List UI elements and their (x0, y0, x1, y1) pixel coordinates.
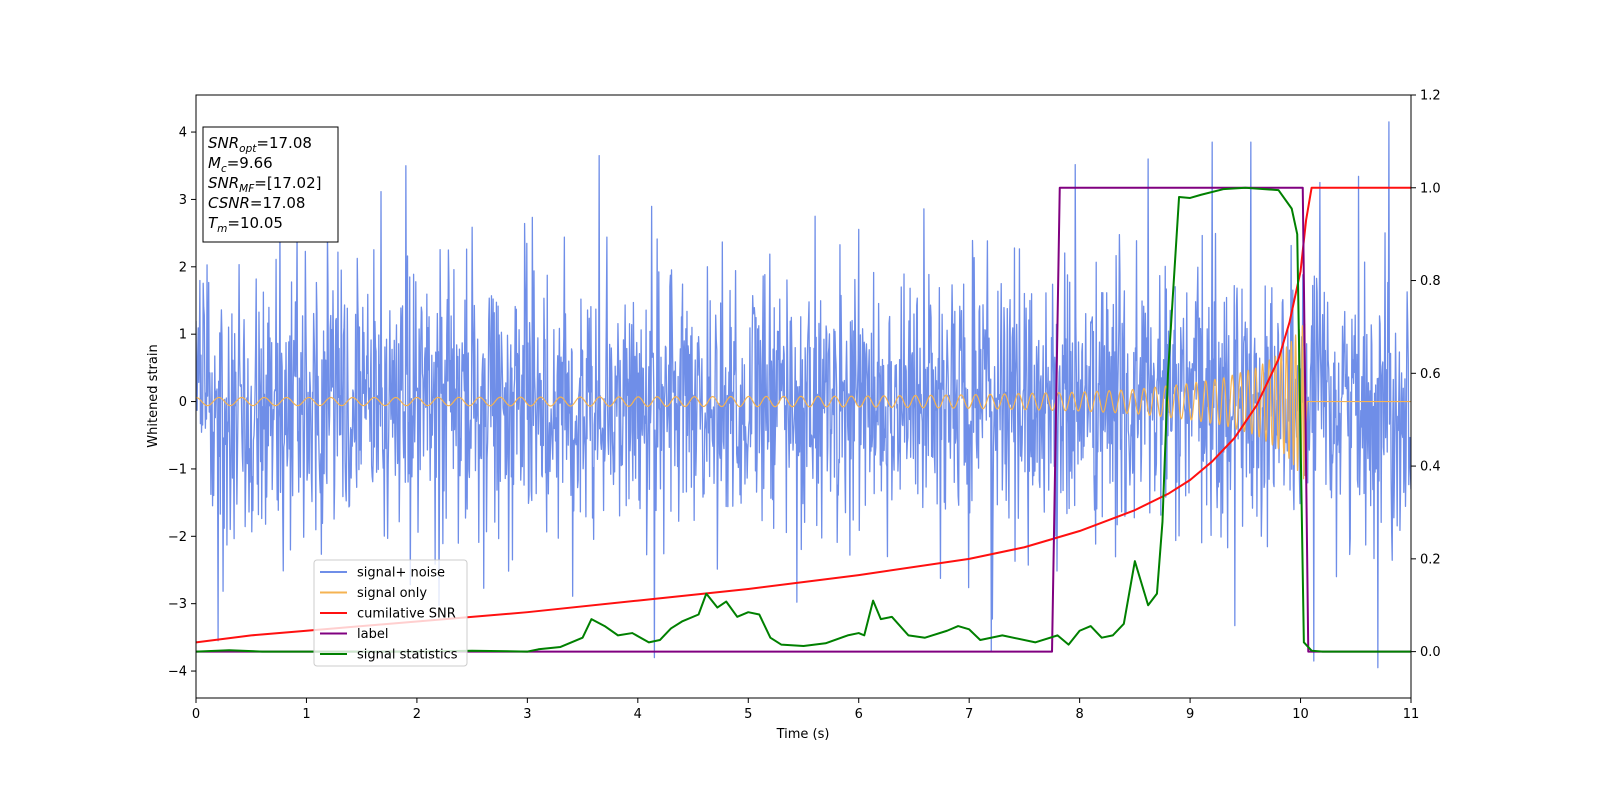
legend-label-signal-noise: signal+ noise (357, 566, 445, 581)
x-tick-label: 3 (523, 707, 531, 722)
y-tick-label: 3 (179, 193, 187, 208)
series-signal-statistics (196, 186, 1411, 653)
y-tick-label: 2 (179, 260, 187, 275)
series-signal-noise (196, 121, 1411, 669)
y-tick-label: −4 (168, 665, 187, 680)
y-right-tick-label: 0.4 (1420, 460, 1441, 475)
x-tick-label: 7 (965, 707, 973, 722)
y-tick-label: −2 (168, 530, 187, 545)
legend-label-signal-only: signal only (357, 586, 427, 601)
x-tick-label: 11 (1403, 707, 1420, 722)
plot-frame (195, 94, 1412, 699)
series-cumilative-snr (196, 186, 1411, 644)
legend-label-label: label (357, 627, 388, 642)
annotation-line: SNRMF=[17.02] (208, 174, 322, 195)
y-tick-label: −1 (168, 462, 187, 477)
y-right-tick-label: 1.2 (1420, 89, 1441, 104)
legend-label-cumilative-snr: cumilative SNR (357, 607, 456, 622)
annotation-frame (202, 126, 339, 243)
y-tick-label: 1 (179, 328, 187, 343)
y-right-tick-label: 0.2 (1420, 552, 1441, 567)
x-tick-label: 10 (1292, 707, 1309, 722)
legend-label-signal-statistics: signal statistics (357, 648, 458, 663)
annotation-line: Mc=9.66 (208, 154, 273, 175)
annotation-line: SNRopt=17.08 (208, 134, 312, 155)
x-tick-label: 5 (744, 707, 752, 722)
y-axis-label: Whitened strain (146, 344, 161, 447)
x-tick-label: 1 (302, 707, 310, 722)
x-tick-label: 4 (634, 707, 642, 722)
legend-frame (313, 559, 468, 667)
x-tick-label: 0 (192, 707, 200, 722)
annotation-box: SNRopt=17.08Mc=9.66SNRMF=[17.02]CSNR=17.… (202, 126, 339, 243)
legend: signal+ noise signal only cumilative SNR la… (313, 559, 468, 667)
y-tick-label: 4 (179, 126, 187, 141)
y-right-tick-label: 0.8 (1420, 274, 1441, 289)
x-tick-label: 6 (855, 707, 863, 722)
y-tick-label: 0 (179, 395, 187, 410)
x-tick-label: 8 (1075, 707, 1083, 722)
x-tick-label: 9 (1186, 707, 1194, 722)
y-right-tick-label: 1.0 (1420, 181, 1441, 196)
x-axis-label: Time (s) (776, 727, 830, 742)
y-right-tick-label: 0.6 (1420, 367, 1441, 382)
x-tick-label: 2 (413, 707, 421, 722)
annotation-line: CSNR=17.08 (208, 194, 305, 212)
y-right-tick-label: 0.0 (1420, 645, 1441, 660)
annotation-line: Tm=10.05 (208, 214, 283, 235)
y-tick-label: −3 (168, 597, 187, 612)
series-signal-only (196, 323, 1411, 480)
